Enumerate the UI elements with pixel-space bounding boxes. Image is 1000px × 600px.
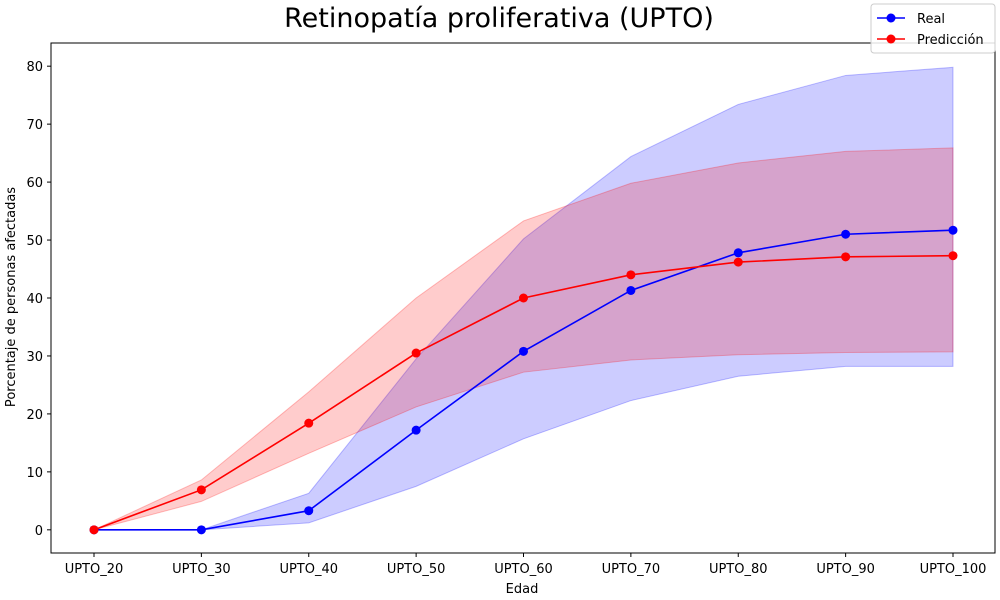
point-predicci-n: [626, 270, 636, 280]
x-tick-label: UPTO_70: [602, 562, 661, 577]
point-real: [626, 285, 636, 295]
y-tick-label: 20: [26, 408, 43, 423]
x-tick-label: UPTO_30: [172, 562, 231, 577]
y-tick-label: 30: [26, 350, 43, 365]
y-tick-label: 0: [35, 524, 43, 539]
y-tick-label: 10: [26, 466, 43, 481]
legend-marker-real: [886, 13, 896, 23]
chart-title: Retinopatía proliferativa (UPTO): [284, 3, 714, 34]
y-tick-label: 60: [26, 176, 43, 191]
legend-label-predicci-n: Predicción: [917, 33, 984, 48]
point-predicci-n: [89, 525, 99, 535]
legend-marker-predicci-n: [886, 34, 896, 44]
x-axis-label: Edad: [506, 582, 539, 597]
x-tick-label: UPTO_90: [816, 562, 875, 577]
point-real: [304, 506, 314, 516]
point-real: [733, 248, 743, 258]
point-predicci-n: [841, 252, 851, 262]
point-predicci-n: [304, 418, 314, 428]
y-axis: 0 10 20 30 40 50 60 70 80: [26, 60, 51, 539]
x-tick-label: UPTO_50: [387, 562, 446, 577]
legend: Real Predicción: [870, 3, 996, 54]
point-predicci-n: [519, 293, 528, 303]
point-real: [841, 229, 851, 239]
x-axis: UPTO_20 UPTO_30 UPTO_40 UPTO_50 UPTO_60 UPTO_…: [65, 553, 987, 577]
point-real: [948, 225, 958, 235]
point-predicci-n: [733, 257, 743, 267]
x-tick-label: UPTO_100: [920, 562, 987, 577]
point-real: [196, 525, 206, 535]
band-predicci-n: [93, 147, 954, 531]
legend-box: [870, 3, 996, 54]
point-predicci-n: [948, 251, 958, 261]
point-predicci-n: [411, 348, 421, 358]
point-predicci-n: [196, 485, 206, 495]
legend-label-real: Real: [917, 12, 945, 27]
y-tick-label: 80: [26, 60, 43, 75]
x-tick-label: UPTO_60: [494, 562, 553, 577]
x-tick-label: UPTO_80: [709, 562, 768, 577]
series-points: [89, 225, 958, 535]
y-tick-label: 50: [26, 234, 43, 249]
y-tick-label: 70: [26, 118, 43, 133]
point-real: [411, 425, 421, 435]
x-tick-label: UPTO_20: [65, 562, 124, 577]
y-axis-label: Porcentaje de personas afectadas: [4, 187, 19, 407]
y-tick-label: 40: [26, 292, 43, 307]
point-real: [519, 346, 528, 356]
x-tick-label: UPTO_40: [279, 562, 338, 577]
